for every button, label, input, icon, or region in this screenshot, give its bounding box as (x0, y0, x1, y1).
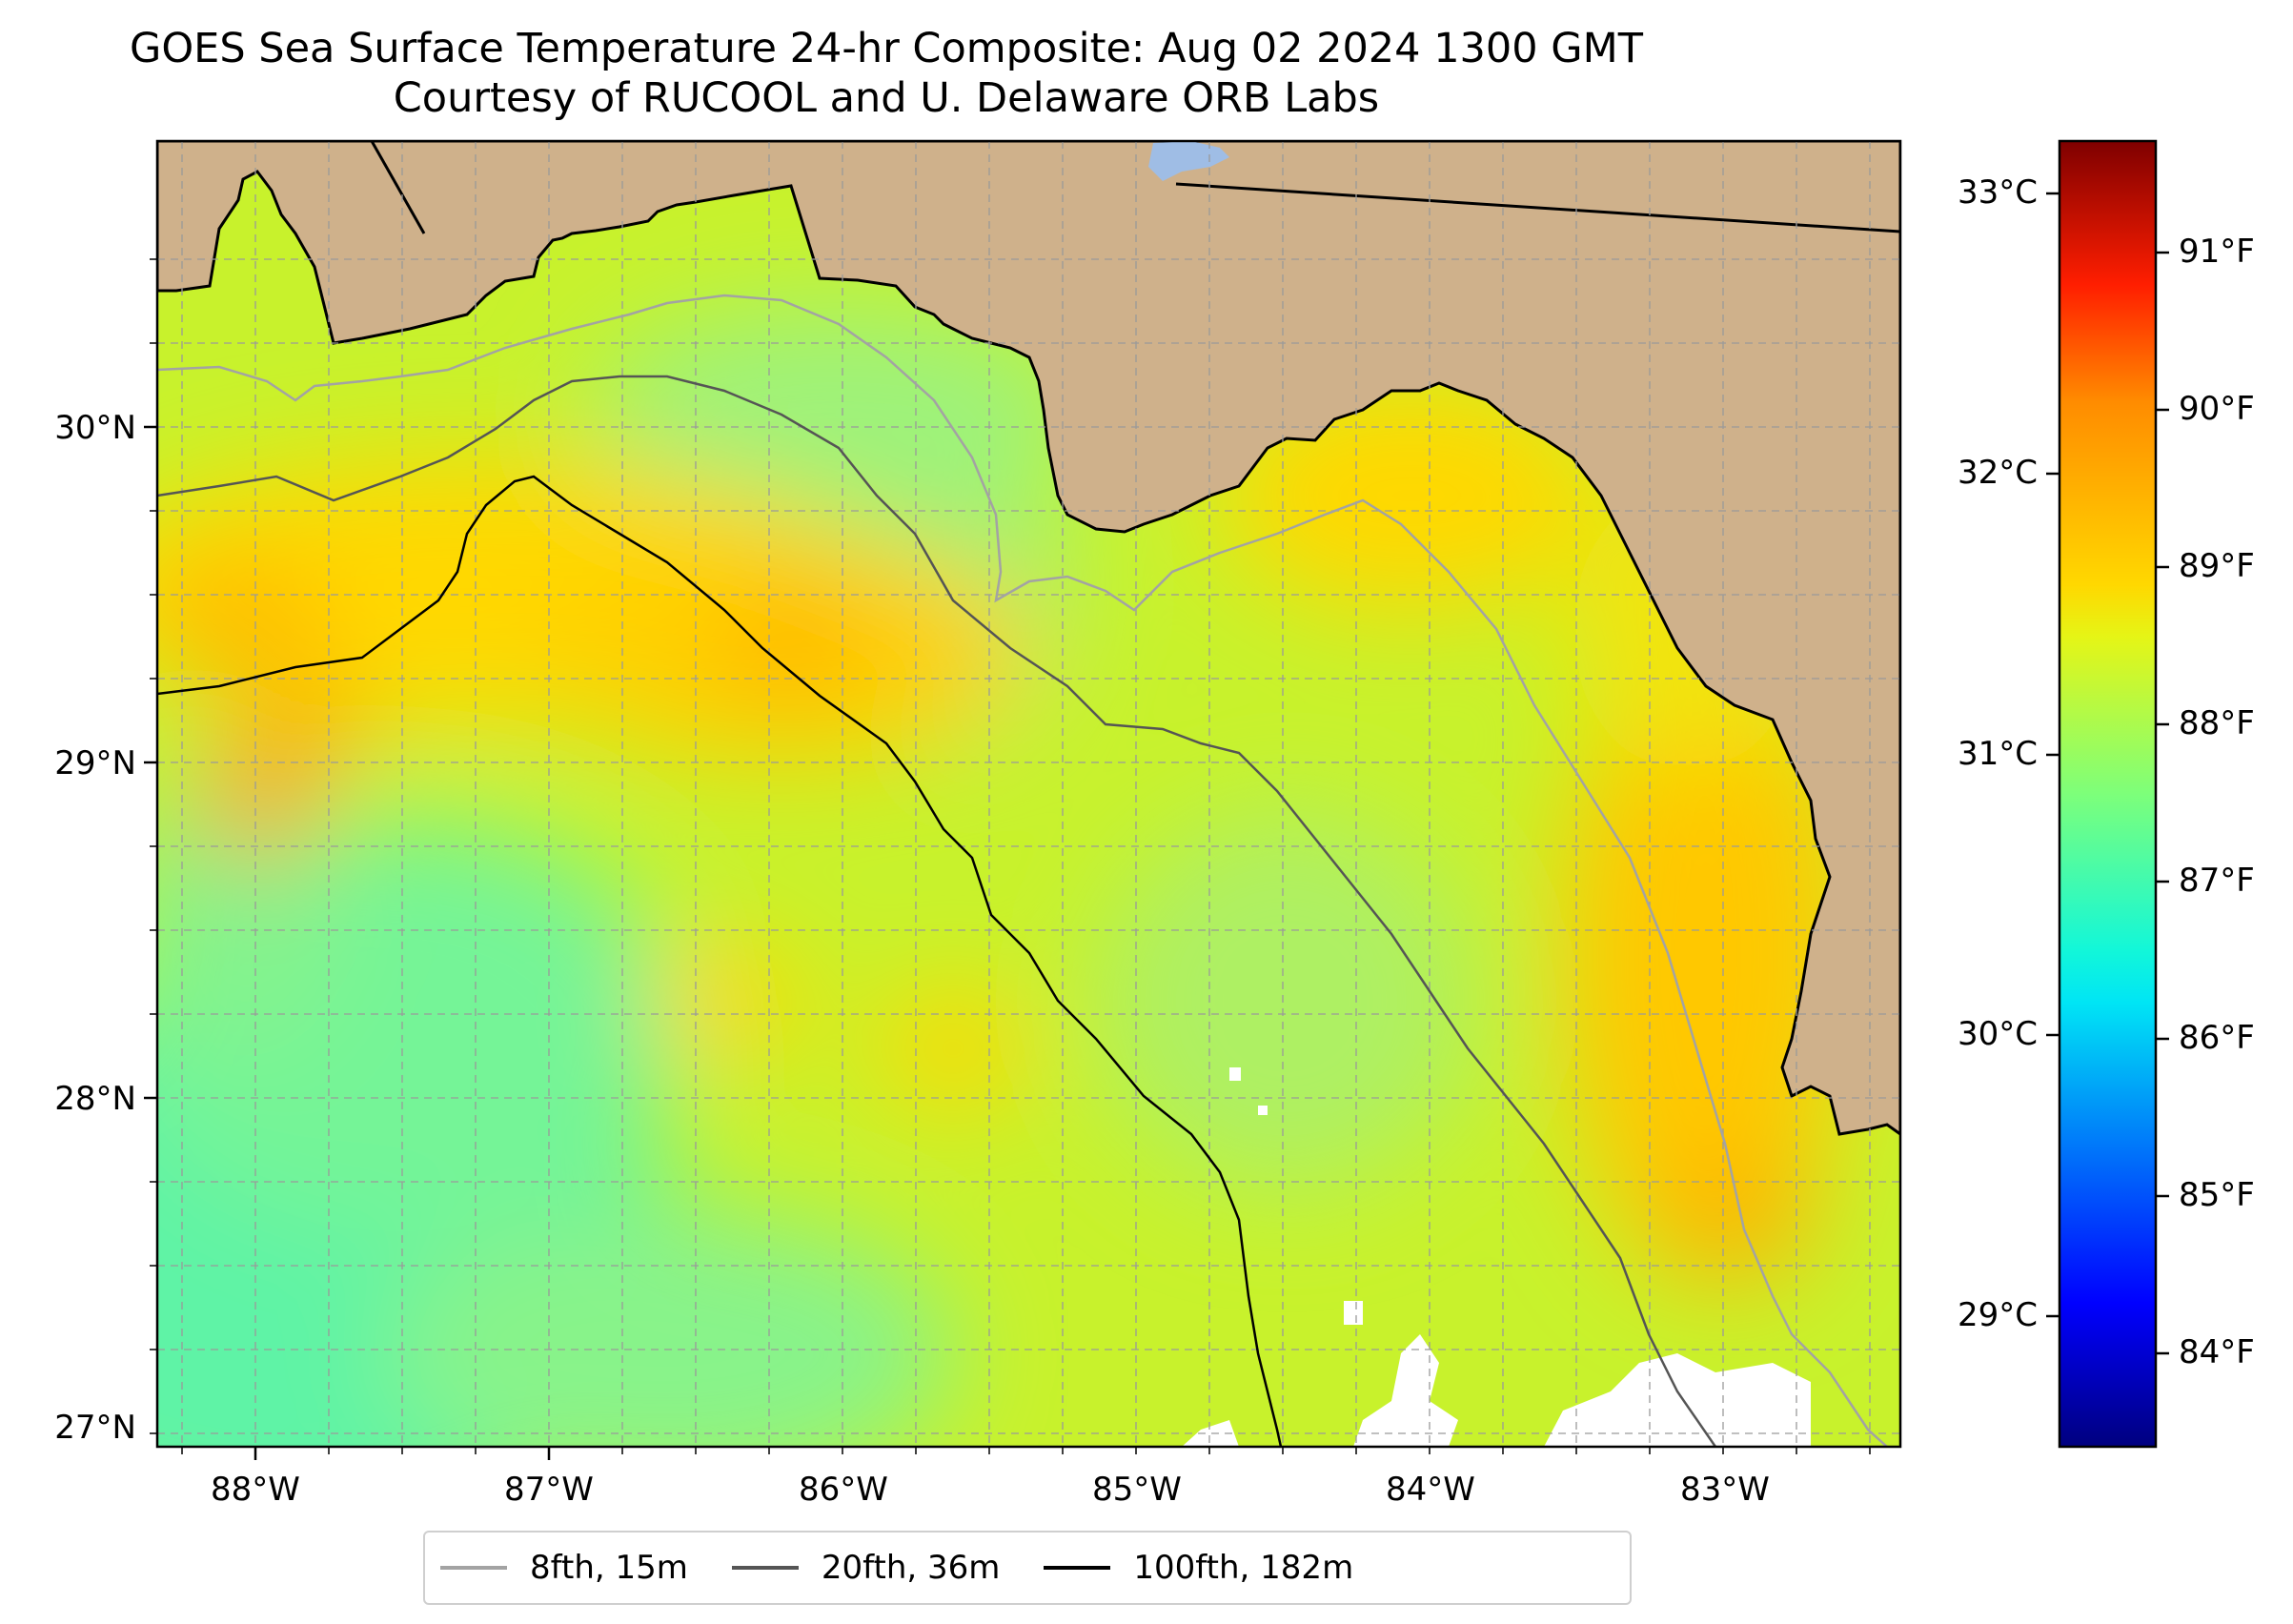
celsius-label: 30°C (1957, 1015, 2038, 1053)
lat-label: 28°N (54, 1080, 136, 1118)
fahrenheit-label: 87°F (2179, 862, 2255, 900)
legend-label-20fth: 20fth, 36m (821, 1549, 1001, 1587)
latitude-axis: 30°N 29°N 28°N 27°N (54, 258, 157, 1447)
lon-label: 85°W (1092, 1471, 1182, 1509)
map-title: GOES Sea Surface Temperature 24-hr Compo… (130, 25, 1643, 72)
legend-line-100fth (1044, 1566, 1111, 1570)
fahrenheit-label: 86°F (2179, 1019, 2255, 1057)
isobath-15m (157, 294, 1888, 1447)
legend-item-8fth: 8fth, 15m (435, 1549, 688, 1587)
fahrenheit-label: 91°F (2179, 233, 2255, 271)
graticule (157, 141, 1900, 1447)
legend-item-20fth: 20fth, 36m (726, 1549, 1001, 1587)
fahrenheit-label: 84°F (2179, 1333, 2255, 1371)
isobaths (157, 294, 1888, 1447)
celsius-label: 31°C (1957, 735, 2038, 773)
no-data-areas (1182, 1067, 1811, 1447)
lake (1148, 141, 1229, 181)
plot-frame (155, 139, 1902, 1449)
fahrenheit-label: 90°F (2179, 390, 2255, 428)
celsius-label: 29°C (1957, 1296, 2038, 1334)
lon-label: 83°W (1680, 1471, 1770, 1509)
legend-line-8fth (440, 1566, 507, 1570)
lon-label: 84°W (1386, 1471, 1475, 1509)
lon-label: 88°W (211, 1471, 300, 1509)
lat-label: 30°N (54, 409, 136, 447)
lat-label: 29°N (54, 744, 136, 782)
fahrenheit-label: 88°F (2179, 704, 2255, 742)
longitude-axis: 88°W 87°W 86°W 85°W 84°W 83°W (181, 1447, 1871, 1509)
lon-label: 87°W (504, 1471, 594, 1509)
colorbar-gradient (2058, 139, 2158, 1449)
fahrenheit-label: 89°F (2179, 547, 2255, 585)
legend-line-20fth (731, 1566, 799, 1570)
fahrenheit-label: 85°F (2179, 1176, 2255, 1214)
lat-label: 27°N (54, 1409, 136, 1447)
legend-label-100fth: 100fth, 182m (1133, 1549, 1354, 1587)
land-mass (157, 141, 1900, 1136)
map-subtitle: Courtesy of RUCOOL and U. Delaware ORB L… (393, 74, 1380, 122)
celsius-label: 32°C (1957, 454, 2038, 492)
isobath-182m (157, 475, 1283, 1447)
celsius-label: 33°C (1957, 173, 2038, 212)
state-border (1175, 182, 1900, 233)
isobath-36m (157, 375, 1717, 1447)
legend: 8fth, 15m 20fth, 36m 100fth, 182m (423, 1531, 1632, 1605)
legend-label-8fth: 8fth, 15m (530, 1549, 688, 1587)
lon-label: 86°W (799, 1471, 888, 1509)
colorbar-ticks (2046, 192, 2169, 1355)
legend-item-100fth: 100fth, 182m (1038, 1549, 1353, 1587)
